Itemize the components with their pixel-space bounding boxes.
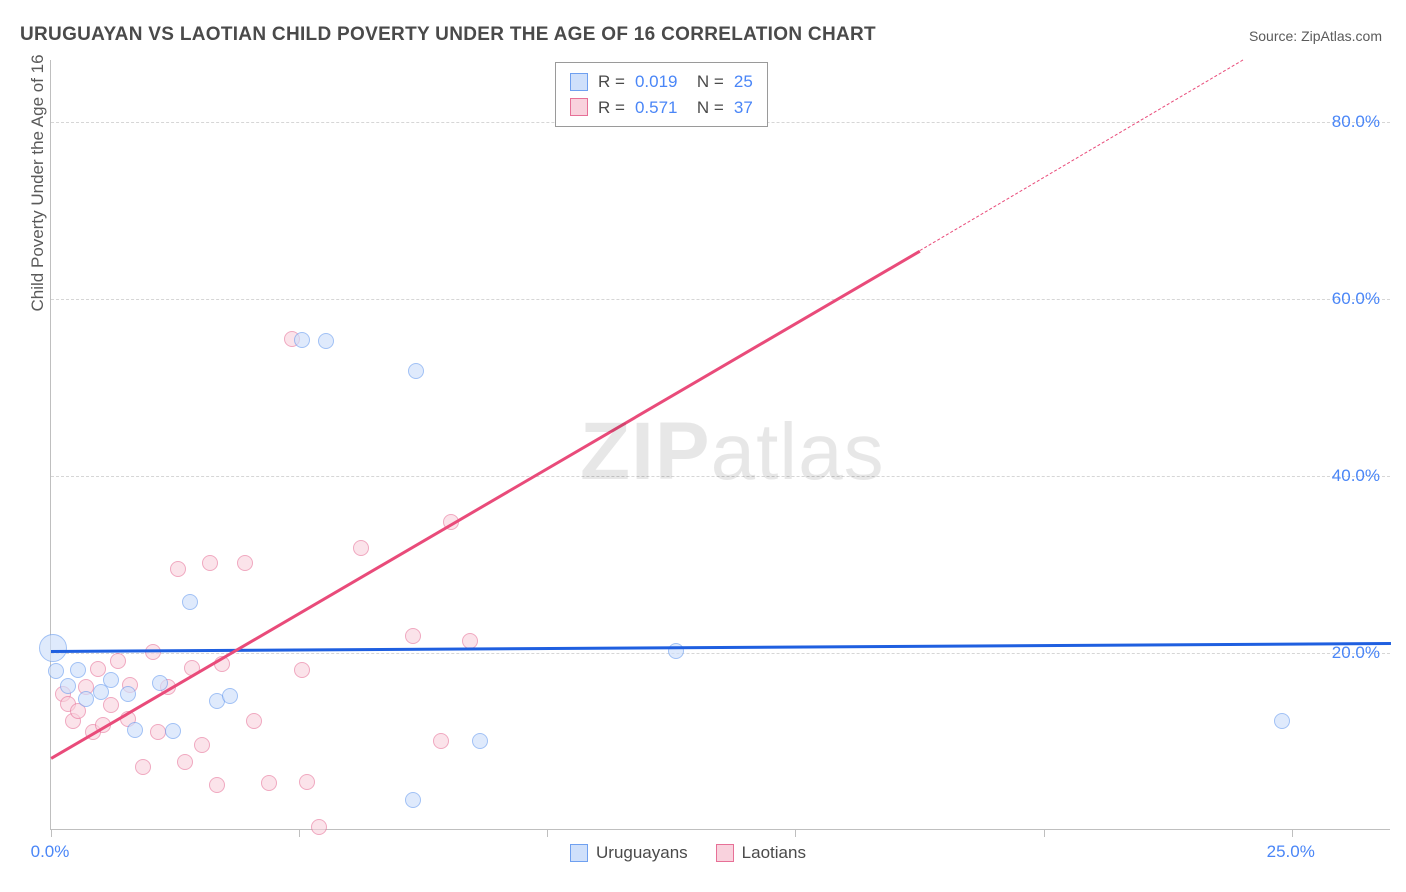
gridline-h (51, 653, 1390, 654)
data-point-uruguayans (78, 691, 94, 707)
y-tick-label: 20.0% (1332, 643, 1380, 663)
r-value: 0.571 (635, 95, 678, 121)
n-label: N = (687, 95, 723, 121)
data-point-uruguayans (60, 678, 76, 694)
data-point-laotians (194, 737, 210, 753)
legend-swatch (570, 73, 588, 91)
data-point-laotians (433, 733, 449, 749)
x-tick-label: 25.0% (1267, 842, 1315, 862)
data-point-laotians (145, 644, 161, 660)
x-tick (1292, 829, 1293, 837)
legend-stats-box: R = 0.019 N = 25R = 0.571 N = 37 (555, 62, 768, 127)
legend-swatch (716, 844, 734, 862)
data-point-uruguayans (1274, 713, 1290, 729)
y-tick-label: 80.0% (1332, 112, 1380, 132)
data-point-laotians (103, 697, 119, 713)
legend-swatch (570, 98, 588, 116)
n-value: 25 (734, 69, 753, 95)
data-point-uruguayans (472, 733, 488, 749)
legend-stats-row: R = 0.571 N = 37 (570, 95, 753, 121)
legend-item: Laotians (716, 843, 806, 863)
data-point-laotians (353, 540, 369, 556)
data-point-uruguayans (120, 686, 136, 702)
x-tick (547, 829, 548, 837)
trendline (50, 250, 920, 759)
data-point-uruguayans (103, 672, 119, 688)
n-value: 37 (734, 95, 753, 121)
data-point-laotians (261, 775, 277, 791)
source-link[interactable]: ZipAtlas.com (1301, 28, 1382, 44)
x-tick (1044, 829, 1045, 837)
data-point-laotians (405, 628, 421, 644)
legend-label: Laotians (742, 843, 806, 863)
data-point-laotians (237, 555, 253, 571)
data-point-laotians (170, 561, 186, 577)
trendline-dashed (919, 60, 1242, 251)
plot-area: 20.0% 40.0% 60.0% 80.0% (50, 60, 1390, 830)
n-label: N = (687, 69, 723, 95)
data-point-uruguayans (405, 792, 421, 808)
gridline-h (51, 299, 1390, 300)
x-tick (299, 829, 300, 837)
y-tick-label: 40.0% (1332, 466, 1380, 486)
data-point-uruguayans (222, 688, 238, 704)
r-label: R = (598, 95, 625, 121)
legend-item: Uruguayans (570, 843, 688, 863)
legend-label: Uruguayans (596, 843, 688, 863)
gridline-h (51, 476, 1390, 477)
r-value: 0.019 (635, 69, 678, 95)
data-point-uruguayans (182, 594, 198, 610)
data-point-laotians (177, 754, 193, 770)
legend-swatch (570, 844, 588, 862)
data-point-uruguayans (408, 363, 424, 379)
data-point-uruguayans (127, 722, 143, 738)
data-point-uruguayans (39, 634, 67, 662)
trendline (51, 642, 1391, 652)
legend-stats-row: R = 0.019 N = 25 (570, 69, 753, 95)
data-point-uruguayans (318, 333, 334, 349)
data-point-laotians (294, 662, 310, 678)
chart-area: 20.0% 40.0% 60.0% 80.0% (50, 60, 1390, 830)
data-point-laotians (246, 713, 262, 729)
data-point-laotians (110, 653, 126, 669)
data-point-laotians (299, 774, 315, 790)
data-point-laotians (202, 555, 218, 571)
data-point-laotians (150, 724, 166, 740)
data-point-laotians (311, 819, 327, 835)
data-point-laotians (135, 759, 151, 775)
data-point-uruguayans (70, 662, 86, 678)
data-point-uruguayans (165, 723, 181, 739)
x-tick (795, 829, 796, 837)
chart-title: URUGUAYAN VS LAOTIAN CHILD POVERTY UNDER… (20, 24, 876, 46)
y-tick-label: 60.0% (1332, 289, 1380, 309)
legend-bottom: Uruguayans Laotians (570, 843, 806, 863)
source-prefix: Source: (1249, 28, 1301, 44)
data-point-uruguayans (294, 332, 310, 348)
data-point-laotians (209, 777, 225, 793)
source-label: Source: ZipAtlas.com (1249, 28, 1382, 44)
data-point-uruguayans (48, 663, 64, 679)
y-axis-label: Child Poverty Under the Age of 16 (28, 54, 48, 311)
x-tick (51, 829, 52, 837)
r-label: R = (598, 69, 625, 95)
x-tick-label: 0.0% (31, 842, 70, 862)
